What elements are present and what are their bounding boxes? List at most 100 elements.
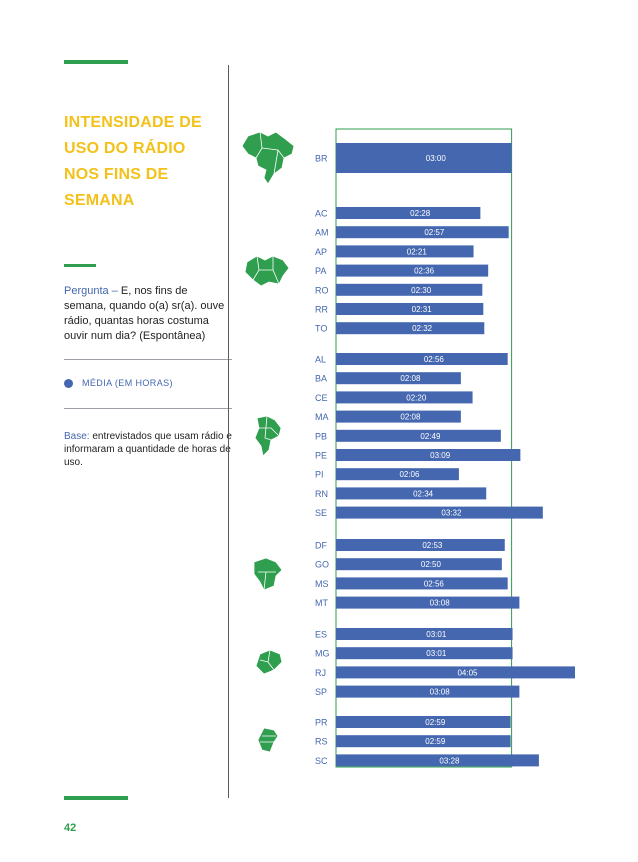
bar-pe — [336, 449, 521, 461]
page-number: 42 — [64, 822, 77, 834]
northeast-region-map-icon — [254, 415, 282, 457]
state-label: SP — [315, 687, 327, 697]
bar-rs — [336, 735, 511, 748]
value-label: 02:50 — [421, 560, 442, 569]
bar-am — [336, 226, 509, 239]
state-label: DF — [315, 541, 327, 551]
state-label: MA — [315, 412, 329, 422]
state-label: PA — [315, 266, 326, 276]
state-label: PB — [315, 431, 327, 441]
value-label: 02:36 — [414, 267, 435, 276]
bar-rj — [336, 666, 575, 679]
value-label: 02:08 — [400, 374, 421, 383]
state-label: RN — [315, 489, 328, 499]
state-label: PI — [315, 470, 324, 480]
southeast-region-map-icon — [255, 649, 283, 675]
value-label: 02:49 — [420, 432, 441, 441]
state-label: SC — [315, 756, 328, 766]
bar-sc — [336, 754, 539, 767]
value-label: 02:06 — [399, 470, 420, 479]
state-label: MG — [315, 649, 330, 659]
state-label: AL — [315, 355, 326, 365]
value-label: 02:56 — [424, 579, 445, 588]
state-label: BR — [315, 154, 328, 164]
value-label: 02:08 — [400, 413, 421, 422]
bar-pa — [336, 264, 489, 277]
bar-rr — [336, 303, 484, 315]
state-label: PR — [315, 718, 328, 728]
reference-frame — [335, 128, 513, 768]
value-label: 04:05 — [457, 668, 478, 677]
state-label: RO — [315, 285, 329, 295]
state-label: GO — [315, 560, 329, 570]
base-body: entrevistados que usam rádio e informara… — [64, 431, 232, 468]
bar-ms — [336, 577, 508, 590]
value-label: 02:59 — [425, 718, 446, 727]
divider-top — [64, 359, 232, 360]
value-label: 02:30 — [411, 286, 432, 295]
top-accent-rule — [64, 60, 128, 64]
bar-pi — [336, 468, 459, 481]
divider-bottom — [64, 408, 232, 409]
value-label: 03:01 — [426, 649, 447, 658]
page-title: INTENSIDADE DE USO DO RÁDIO NOS FINS DE … — [64, 114, 202, 209]
value-label: 02:56 — [424, 355, 445, 364]
value-label: 02:28 — [410, 209, 431, 218]
bar-mt — [336, 596, 520, 609]
value-label: 03:28 — [439, 756, 460, 765]
bottom-accent-rule — [64, 796, 128, 800]
value-label: 02:31 — [412, 305, 433, 314]
bar-df — [336, 539, 505, 551]
bar-al — [336, 353, 508, 365]
bar-mg — [336, 647, 513, 660]
state-label: RJ — [315, 668, 326, 678]
state-label: BA — [315, 374, 327, 384]
value-label: 03:08 — [430, 688, 451, 697]
base-label: Base: — [64, 431, 93, 442]
value-label: 02:34 — [413, 489, 434, 498]
state-label: AP — [315, 247, 327, 257]
bar-go — [336, 558, 502, 571]
value-label: 02:32 — [412, 324, 433, 333]
state-label: SE — [315, 508, 327, 518]
legend-dot-icon — [64, 378, 73, 388]
question-body: E, nos fins de semana, quando o(a) sr(a)… — [64, 285, 225, 342]
value-label: 03:00 — [426, 154, 447, 163]
value-label: 03:01 — [426, 630, 447, 639]
bar-br — [336, 143, 512, 173]
value-label: 02:59 — [425, 737, 446, 746]
state-label: AM — [315, 228, 329, 238]
value-label: 02:20 — [406, 393, 427, 402]
south-region-map-icon — [257, 727, 279, 753]
state-label: MT — [315, 598, 328, 608]
value-label: 02:21 — [407, 247, 428, 256]
column-separator-line — [228, 65, 229, 798]
question-label: Pergunta – — [64, 285, 121, 297]
base-note: Base: entrevistados que usam rádio e inf… — [64, 430, 232, 469]
value-label: 03:32 — [441, 509, 462, 518]
state-label: CE — [315, 393, 328, 403]
bar-ap — [336, 245, 474, 258]
center-west-region-map-icon — [253, 557, 283, 591]
north-region-map-icon — [244, 255, 290, 287]
question-accent-rule — [64, 264, 96, 267]
state-label: AC — [315, 209, 328, 219]
legend: MÉDIA (EM HORAS) — [64, 378, 173, 388]
state-label: PE — [315, 451, 327, 461]
bar-sp — [336, 685, 520, 698]
bar-ac — [336, 207, 481, 219]
value-label: 02:57 — [424, 228, 445, 237]
bar-pb — [336, 429, 501, 442]
brazil-map-icon — [241, 131, 295, 185]
value-label: 03:08 — [430, 599, 451, 608]
state-label: ES — [315, 630, 327, 640]
question-text: Pergunta – E, nos fins de semana, quando… — [64, 284, 232, 344]
bar-ma — [336, 410, 461, 423]
bar-to — [336, 322, 485, 335]
bar-es — [336, 628, 513, 640]
bar-ro — [336, 283, 483, 296]
bar-rn — [336, 487, 487, 500]
state-label: TO — [315, 324, 327, 334]
bar-se — [336, 506, 543, 519]
